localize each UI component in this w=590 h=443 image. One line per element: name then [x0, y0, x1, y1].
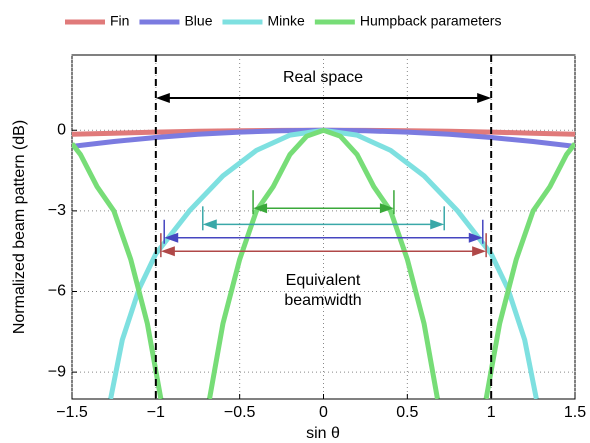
- x-tick-label: −0.5: [224, 404, 256, 421]
- legend-label: Minke: [267, 13, 305, 29]
- x-tick-label: 0: [319, 404, 328, 421]
- y-tick-label: 0: [57, 121, 66, 138]
- y-tick-label: −9: [48, 363, 66, 380]
- x-tick-label: 1: [487, 404, 496, 421]
- y-tick-label: −3: [48, 202, 66, 219]
- y-axis-label: Normalized beam pattern (dB): [11, 120, 28, 334]
- x-tick-label: −1: [147, 404, 165, 421]
- x-axis-label: sin θ: [306, 425, 340, 442]
- legend-label: Humpback parameters: [360, 13, 502, 29]
- x-tick-label: 0.5: [396, 404, 418, 421]
- plot-lines: [72, 127, 575, 399]
- series-line: [72, 127, 575, 399]
- x-tick-label: −1.5: [56, 404, 88, 421]
- legend-label: Blue: [184, 13, 212, 29]
- y-tick-label: −6: [48, 283, 66, 300]
- beamwidth-label: beamwidth: [284, 292, 361, 309]
- beamwidth-label: Equivalent: [286, 272, 361, 289]
- x-tick-label: 1.5: [564, 404, 586, 421]
- real-space-label: Real space: [283, 69, 363, 86]
- legend-label: Fin: [110, 13, 129, 29]
